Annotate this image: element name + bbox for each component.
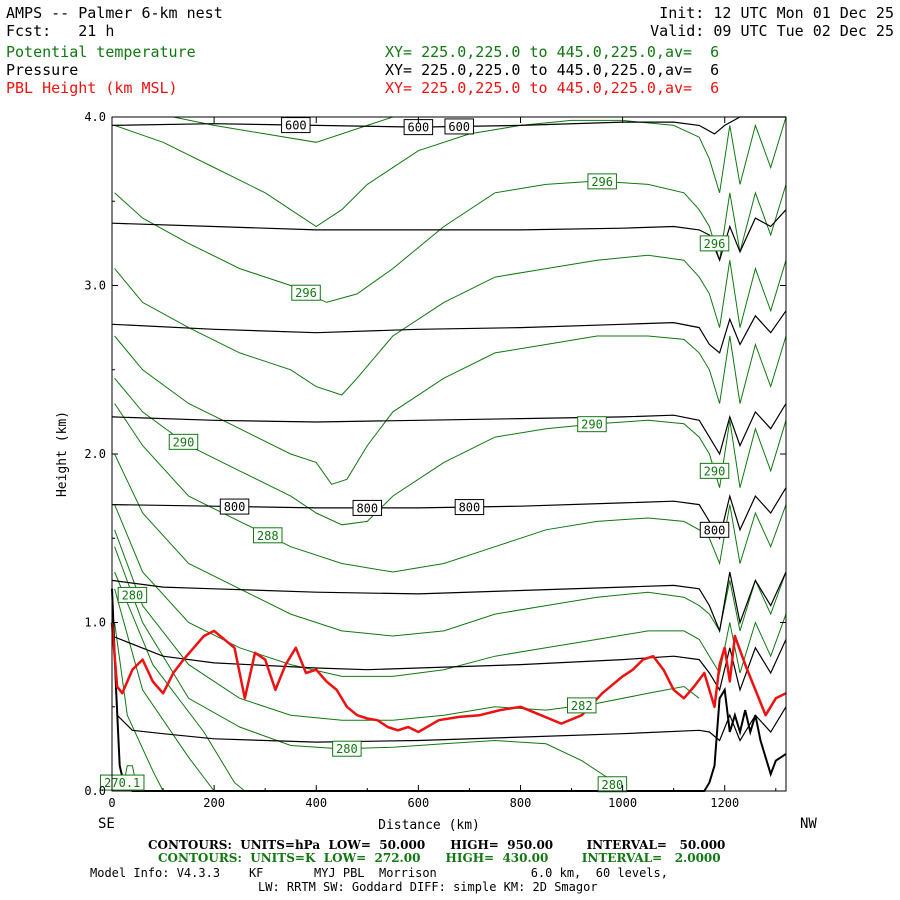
x-tick-label: 1200 [710, 796, 739, 810]
svg-text:282: 282 [571, 699, 593, 713]
field-name-pbl: PBL Height (km MSL) [6, 79, 178, 97]
theta-contour-294 [114, 254, 787, 396]
field-name-pressure: Pressure [6, 61, 79, 79]
svg-text:270.1: 270.1 [104, 776, 140, 790]
theta-contour-296 [114, 180, 787, 303]
pressure-contour-950 [116, 706, 787, 743]
svg-text:290: 290 [704, 464, 726, 478]
pressure-contour-850 [111, 571, 787, 634]
pressure-label-800-3: 800 [699, 521, 730, 538]
x-tick-label: 1000 [608, 796, 637, 810]
theta-contour-282 [114, 529, 700, 721]
pbl-height-line [110, 622, 787, 734]
terrain-layer [111, 588, 787, 792]
theta-contour-284 [114, 504, 787, 677]
forecast-hour: Fcst: 21 h [6, 22, 115, 40]
theta-contour-292 [114, 335, 787, 485]
svg-text:800: 800 [704, 523, 726, 537]
pressure-contour-750 [111, 403, 787, 456]
footer-pressure-contours: CONTOURS: UNITS=hPa LOW= 50.000 HIGH= 95… [148, 838, 726, 852]
theta-label-282-0: 282 [567, 697, 597, 714]
pressure-label-800-2: 800 [454, 499, 485, 516]
pressure-label-800-1: 800 [352, 499, 383, 516]
theta-contours-layer [114, 116, 787, 792]
svg-text:600: 600 [408, 121, 430, 135]
y-axis-title: Height (km) [55, 411, 70, 497]
x-tick-label: 400 [305, 796, 327, 810]
terrain-line [111, 588, 787, 792]
theta-contour-280 [114, 546, 618, 792]
y-tick-label: 0.0 [84, 784, 106, 798]
y-tick-label: 1.0 [84, 616, 106, 630]
theta-contour-274 [114, 622, 164, 792]
theta-label-290-0: 290 [168, 433, 199, 450]
field-xy-pbl: XY= 225.0,225.0 to 445.0,225.0,av= 6 [385, 79, 720, 97]
pressure-contour-800 [111, 487, 787, 540]
theta-label-280-0: 280 [117, 586, 148, 603]
footer-physics-info: LW: RRTM SW: Goddard DIFF: simple KM: 2D… [258, 880, 598, 894]
svg-text:800: 800 [224, 500, 246, 514]
theta-contour-290 [114, 377, 787, 526]
y-tick-label: 3.0 [84, 279, 106, 293]
pressure-contour-650 [111, 209, 787, 263]
svg-text:280: 280 [122, 588, 144, 602]
theta-label-280-2: 280 [597, 776, 628, 793]
init-time: Init: 12 UTC Mon 01 Dec 25 [659, 4, 894, 22]
boxed-label-0: 270.1 [99, 774, 145, 791]
axes-layer: 0.0 1.0 2.0 3.0 4.0 0 200 400 600 800 1000 1200 Dist… [55, 110, 786, 833]
pressure-label-800-0: 800 [219, 498, 250, 515]
right-end-label: NW [800, 816, 817, 832]
theta-contour-276 [114, 588, 215, 792]
pressure-contour-700 [111, 310, 787, 354]
theta-label-280-1: 280 [332, 740, 362, 757]
svg-text:296: 296 [591, 175, 613, 189]
pressure-label-600-0: 600 [281, 117, 311, 134]
footer-theta-contours: CONTOURS: UNITS=K LOW= 272.00 HIGH= 430.… [158, 851, 721, 865]
svg-text:800: 800 [459, 501, 481, 515]
svg-text:800: 800 [356, 501, 378, 515]
contour-labels-layer: 280 280 280 282 288 290 290 290 296 296 296 600 600 6… [99, 117, 730, 793]
x-axis-title: Distance (km) [378, 818, 480, 833]
plot-frame [111, 116, 787, 792]
y-tick-label: 2.0 [84, 447, 106, 461]
svg-text:290: 290 [173, 435, 195, 449]
pressure-label-600-1: 600 [403, 119, 434, 136]
field-xy-theta: XY= 225.0,225.0 to 445.0,225.0,av= 6 [385, 43, 720, 61]
theta-contour-286 [114, 453, 787, 637]
svg-text:280: 280 [602, 778, 624, 792]
left-end-label: SE [98, 816, 115, 832]
x-tick-label: 600 [408, 796, 430, 810]
theta-label-296-0: 296 [291, 284, 321, 301]
theta-contour-298 [114, 116, 787, 228]
theta-label-296-2: 296 [699, 235, 730, 252]
field-xy-pressure: XY= 225.0,225.0 to 445.0,225.0,av= 6 [385, 61, 720, 79]
valid-time: Valid: 09 UTC Tue 02 Dec 25 [650, 22, 894, 40]
x-tick-label: 0 [108, 796, 115, 810]
field-name-theta: Potential temperature [6, 43, 196, 61]
pressure-label-600-2: 600 [444, 118, 474, 135]
svg-text:296: 296 [704, 237, 726, 251]
pressure-contour-900 [111, 635, 787, 692]
pressure-contours-layer [111, 116, 787, 743]
plot-title: AMPS -- Palmer 6-km nest [6, 4, 223, 22]
theta-contour-288 [114, 403, 787, 573]
svg-text:600: 600 [285, 119, 307, 133]
svg-text:290: 290 [581, 418, 603, 432]
x-tick-label: 200 [203, 796, 225, 810]
x-tick-label: 800 [510, 796, 532, 810]
theta-label-290-2: 290 [699, 462, 730, 479]
svg-text:288: 288 [257, 529, 279, 543]
theta-label-296-1: 296 [587, 173, 617, 190]
svg-text:280: 280 [336, 742, 358, 756]
svg-text:296: 296 [295, 286, 317, 300]
y-tick-label: 4.0 [84, 110, 106, 124]
theta-label-290-1: 290 [577, 416, 607, 433]
footer-model-info: Model Info: V4.3.3 KF MYJ PBL Morrison 6… [90, 866, 668, 880]
theta-contour-278 [114, 571, 246, 792]
pbl-layer [110, 622, 787, 734]
svg-text:600: 600 [448, 120, 470, 134]
theta-label-288-0: 288 [252, 527, 283, 544]
